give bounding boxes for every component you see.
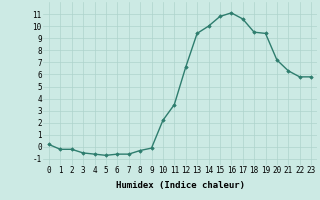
- X-axis label: Humidex (Indice chaleur): Humidex (Indice chaleur): [116, 181, 244, 190]
